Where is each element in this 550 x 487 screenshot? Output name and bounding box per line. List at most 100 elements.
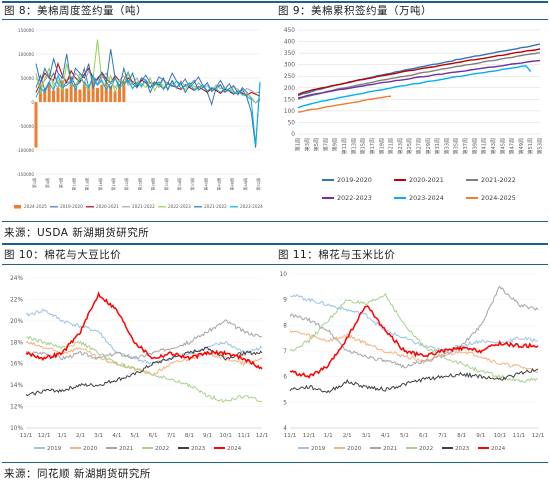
fig10-xtick-label: 7/1 [167, 433, 176, 439]
fig9-panel: 450 400 350 300 250 200 150 100 50 0 第1周 第3周 第5周 第7周第… [276, 22, 546, 218]
fig9-legend-label: 2023-2024 [409, 194, 444, 202]
fig10-xtick-label: 6/1 [149, 433, 158, 439]
fig10-ytick-label: 14% [10, 383, 23, 389]
fig11-legend-label: 2019 [311, 446, 326, 452]
fig9-xtick-label: 第17周 [369, 138, 376, 154]
fig8-bar [34, 102, 38, 148]
fig8-xtick-label: 第43周 [216, 178, 221, 191]
fig11-title: 图 11：棉花与玉米比价 [278, 249, 396, 261]
fig9-xtick-label: 第53周 [537, 138, 544, 154]
fig8-xtick-label: 第16周 [98, 178, 103, 191]
fig8-xtick-label: 第25周 [137, 178, 142, 191]
fig9-xtick-label: 第31周 [434, 138, 441, 154]
fig10-xtick-label: 8/1 [185, 433, 194, 439]
fig9-ytick-label: 450 [284, 28, 295, 34]
fig8-bar [91, 78, 95, 102]
fig8-bar [104, 82, 108, 102]
source-top: 来源：USDA 新湖期货研究所 [4, 227, 150, 239]
fig9-ytick-label: 100 [284, 109, 295, 115]
fig8-xtick-label: 第13周 [85, 178, 90, 191]
fig11-panel: 10 9 8 7 6 5 4 11/1 12/1 1/1 2/1 3/1 4/1 5/1 6/1 7/1 8/1… [276, 268, 546, 458]
fig8-xtick-label: 第28周 [151, 178, 156, 191]
fig8-bar [47, 82, 51, 102]
fig11-ytick-label: 7 [283, 349, 287, 355]
fig11-ytick-label: 4 [283, 426, 287, 432]
fig11-xtick-label: 11/1 [284, 433, 297, 439]
fig9-ytick-label: 200 [284, 86, 295, 92]
fig10-legend-label: 2024 [227, 446, 242, 452]
fig11-series-line [290, 293, 539, 353]
fig8-ytick-label: -150000 [17, 172, 35, 177]
fig9-ytick-label: 50 [288, 120, 296, 126]
fig9-title: 图 9：美棉累积签约量（万吨） [278, 5, 433, 17]
fig8-xtick-label: 第4周 [45, 178, 50, 188]
fig10-series-line [25, 308, 263, 365]
fig10-xtick-label: 12/1 [256, 433, 269, 439]
fig9-xtick-label: 第49周 [518, 138, 525, 154]
fig9-series-line [297, 59, 541, 99]
fig10-series-line [25, 318, 263, 361]
fig8-bar [122, 80, 126, 102]
fig10-xtick-label: 10/1 [219, 433, 232, 439]
fig8-bar [117, 84, 121, 102]
fig11-xtick-label: 11/1 [513, 433, 526, 439]
fig9-chart: 450400350300250200150100500第1周 第3周 第5周 第7周第… [284, 28, 544, 202]
fig8-xtick-label: 第40周 [203, 178, 208, 191]
fig10-chart: 24%22%20%18%16%14%12%10%11/1 12/1 1/1 2/1 3/… [10, 276, 269, 452]
fig10-series-line [25, 335, 263, 403]
fig9-xtick-label: 第23周 [397, 138, 404, 154]
fig8-xtick-label: 第7周 [58, 178, 63, 188]
fig10-ytick-label: 24% [10, 276, 23, 282]
fig10-legend-label: 2019 [47, 446, 62, 452]
bottom-rule-a [2, 462, 548, 463]
fig9-ytick-label: 250 [284, 74, 295, 80]
fig10-ytick-label: 12% [10, 405, 23, 411]
fig10-ytick-label: 16% [10, 362, 23, 368]
fig9-xtick-label: 第29周 [425, 138, 432, 154]
fig9-xtick-label: 第39周 [471, 138, 478, 154]
fig8-ytick-label: 150000 [18, 28, 34, 33]
fig11-xtick-label: 9/1 [476, 433, 485, 439]
fig10-xtick-label: 4/1 [112, 433, 121, 439]
fig-bottom-rule [2, 264, 548, 265]
fig11-series-line [289, 305, 539, 379]
fig9-series-line [297, 48, 541, 96]
fig8-ytick-label: -100000 [17, 148, 35, 153]
fig8-bar [113, 91, 117, 102]
fig9-xtick-label: 第15周 [360, 138, 367, 154]
fig8-bar [74, 83, 78, 102]
fig8-legend-label: 2019-2020 [60, 204, 83, 209]
fig11-xtick-label: 3/1 [362, 433, 371, 439]
mid-rule-b [2, 243, 548, 245]
fig9-legend-label: 2022-2023 [337, 194, 372, 202]
fig9-ytick-label: 350 [284, 51, 295, 57]
fig11-xtick-label: 7/1 [438, 433, 447, 439]
fig8-xtick-label: 第37周 [190, 178, 195, 191]
fig8-bar [78, 89, 82, 102]
fig9-xtick-label: 第45周 [499, 138, 506, 154]
fig8-xtick-label: 第1周 [32, 178, 37, 188]
fig9-legend-label: 2024-2025 [481, 194, 516, 202]
fig11-legend-label: 2020 [347, 446, 362, 452]
fig9-series-line [297, 65, 532, 109]
source-bottom: 来源：同花顺 新湖期货研究所 [4, 468, 151, 480]
fig9-ytick-label: 400 [284, 40, 295, 46]
fig10-legend-label: 2023 [191, 446, 206, 452]
fig8-legend-label: 2023-2024 [240, 204, 263, 209]
fig9-xtick-label: 第37周 [462, 138, 469, 154]
fig8-bar [109, 86, 113, 102]
fig10-xtick-label: 1/1 [58, 433, 67, 439]
fig10-legend-label: 2020 [83, 446, 98, 452]
fig11-xtick-label: 2/1 [343, 433, 352, 439]
fig8-legend-label: 2021-2022 [204, 204, 227, 209]
fig9-series-line [297, 95, 392, 113]
fig8-series-line [35, 49, 261, 148]
fig9-xtick-label: 第1周 [295, 138, 302, 151]
fig8-bar [60, 80, 64, 102]
fig9-legend-label: 2020-2021 [409, 176, 444, 184]
fig9-ytick-label: 0 [291, 132, 295, 138]
fig-top-rule [2, 19, 548, 20]
fig8-bar [52, 90, 56, 102]
fig8-xtick-label: 第52周 [256, 178, 261, 191]
